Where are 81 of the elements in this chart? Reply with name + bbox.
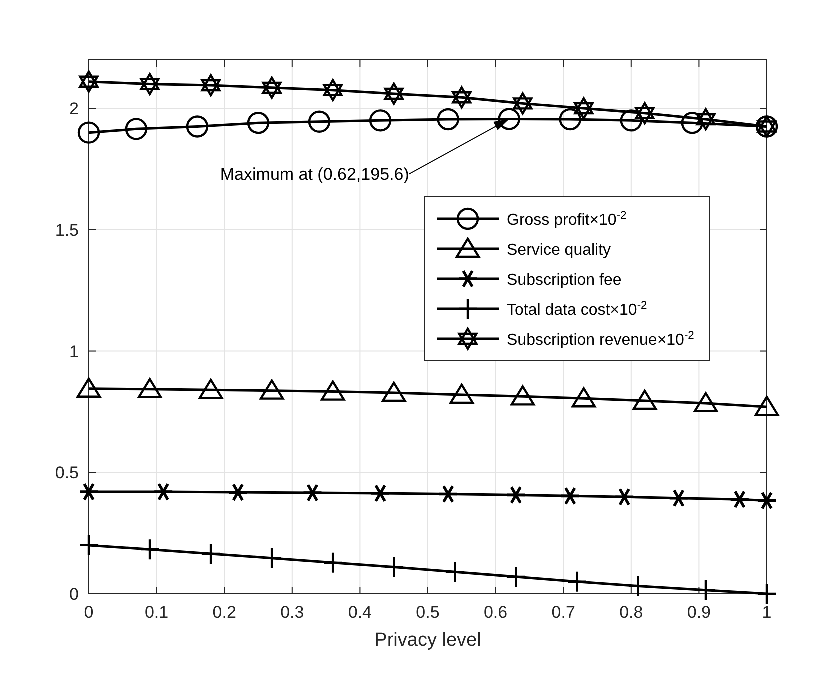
y-tick-label: 0.5 xyxy=(55,464,79,483)
x-tick-label: 0.2 xyxy=(212,603,236,622)
point xyxy=(560,486,581,506)
point xyxy=(567,570,588,593)
point xyxy=(510,386,536,406)
point xyxy=(247,112,270,134)
point xyxy=(125,118,148,140)
x-tick-label: 0.1 xyxy=(144,603,169,622)
point xyxy=(78,122,100,144)
legend-label: Gross profit×10$^{-2}$ xyxy=(507,210,627,229)
point xyxy=(438,485,459,504)
point xyxy=(76,378,102,398)
y-tick-label: 2 xyxy=(70,100,79,119)
point xyxy=(632,390,658,410)
point xyxy=(513,92,533,115)
point xyxy=(694,392,718,413)
point xyxy=(200,542,222,566)
point xyxy=(262,547,282,570)
point xyxy=(668,489,690,508)
x-axis-title: Privacy level xyxy=(374,630,482,651)
x-tick-label: 0.6 xyxy=(484,603,508,622)
point xyxy=(559,108,582,131)
point xyxy=(369,110,392,132)
legend-label: Subscription revenue×10$^{-2}$ xyxy=(507,330,694,349)
point xyxy=(574,97,594,120)
x-tick-label: 0.9 xyxy=(687,603,712,622)
point xyxy=(756,492,778,510)
point xyxy=(506,566,526,588)
point xyxy=(696,579,716,602)
point xyxy=(754,396,780,416)
legend-label: Service quality xyxy=(507,242,612,259)
point xyxy=(437,108,460,131)
y-tick-label: 0 xyxy=(70,585,79,604)
x-tick-label: 0.3 xyxy=(280,603,304,622)
point xyxy=(572,388,596,408)
point xyxy=(506,486,527,504)
point xyxy=(445,561,466,584)
x-tick-label: 1 xyxy=(762,603,772,622)
point xyxy=(198,379,224,400)
point xyxy=(228,483,249,502)
point xyxy=(450,384,474,404)
point xyxy=(498,108,520,130)
legend-label: Subscription fee xyxy=(507,272,622,289)
point xyxy=(153,482,174,502)
point xyxy=(140,538,160,561)
x-tick-label: 0.8 xyxy=(620,603,644,622)
x-tick-label: 0 xyxy=(84,603,94,622)
point xyxy=(635,102,655,124)
point xyxy=(756,582,778,606)
point xyxy=(78,482,100,502)
x-tick-label: 0.5 xyxy=(416,603,440,622)
point xyxy=(384,556,404,578)
point xyxy=(628,575,648,598)
x-tick-label: 0.7 xyxy=(552,603,576,622)
point xyxy=(201,74,221,97)
point xyxy=(186,116,209,138)
point xyxy=(452,86,472,109)
point xyxy=(302,484,324,502)
point xyxy=(79,70,99,93)
y-tick-label: 1.5 xyxy=(55,220,79,240)
point xyxy=(138,378,162,398)
point xyxy=(262,76,282,100)
point xyxy=(260,380,284,400)
y-tick-label: 1 xyxy=(70,342,79,362)
point xyxy=(140,73,160,96)
x-tick-label: 0.4 xyxy=(348,603,372,622)
legend-label: Total data cost×10$^{-2}$ xyxy=(507,300,648,319)
annotation: Maximum at (0.62,195.6) xyxy=(220,165,410,184)
point xyxy=(681,112,704,134)
point xyxy=(322,552,344,574)
point xyxy=(382,382,406,402)
point xyxy=(308,110,331,133)
point xyxy=(729,490,750,509)
point xyxy=(320,380,346,401)
point xyxy=(620,110,642,132)
point xyxy=(696,108,716,131)
point xyxy=(614,488,636,506)
point xyxy=(370,484,391,503)
point xyxy=(78,534,100,557)
point xyxy=(384,82,404,106)
point xyxy=(323,79,343,102)
